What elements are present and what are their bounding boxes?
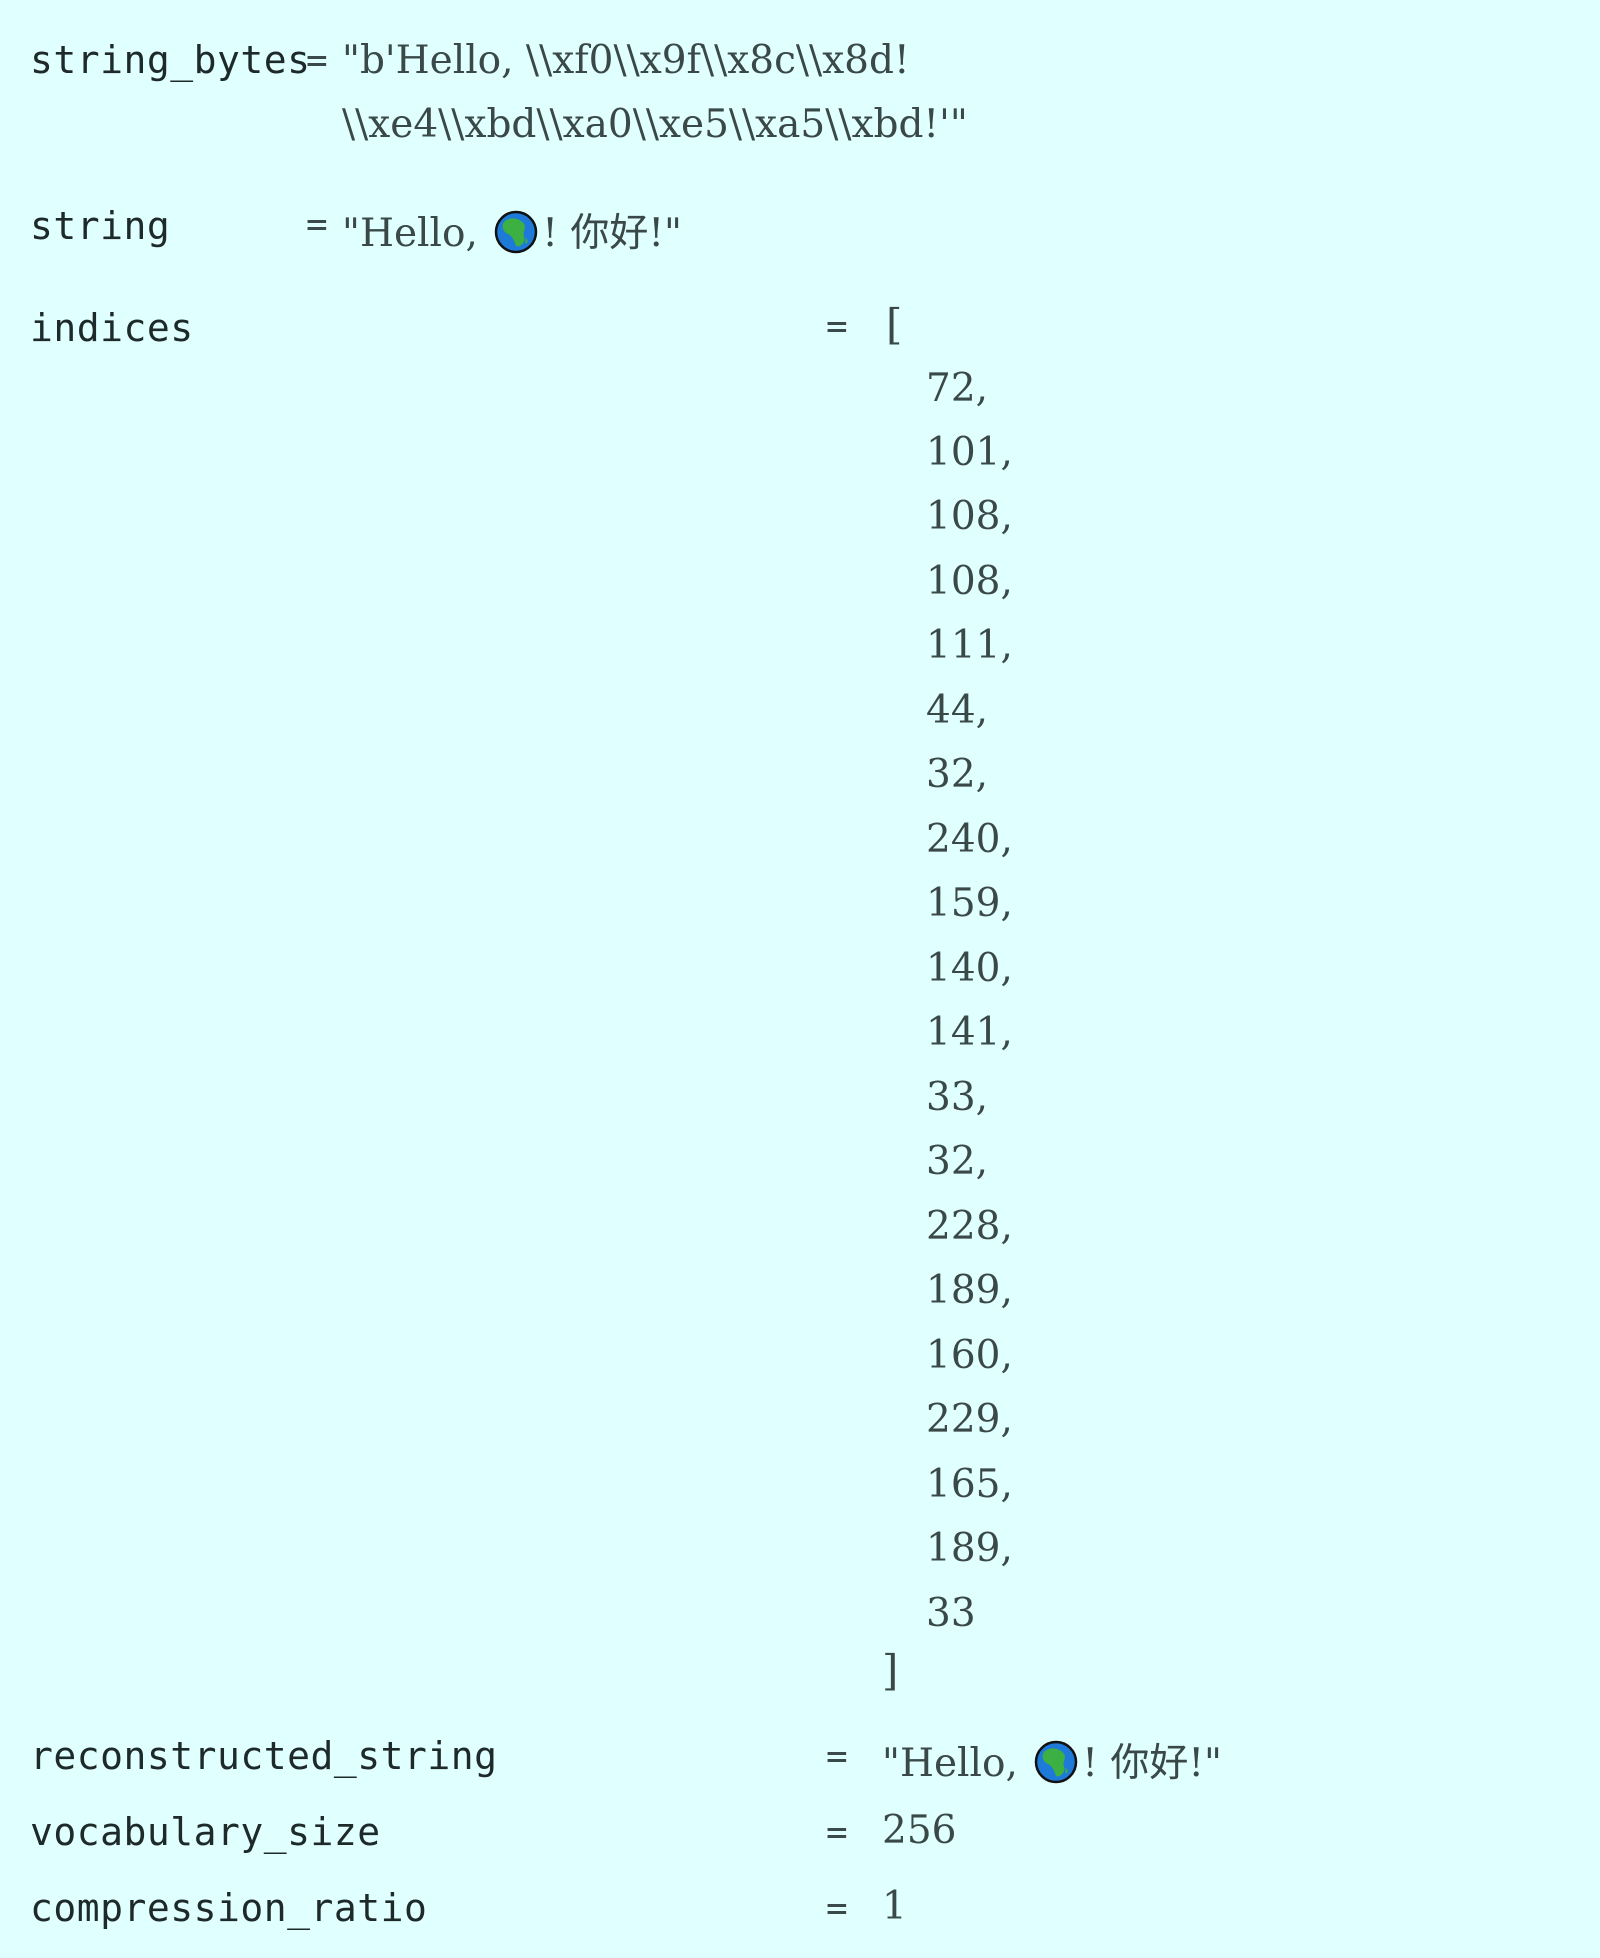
indices-item: 108, (926, 494, 1013, 539)
indices-item: 101, (926, 430, 1013, 475)
string-equals: = (306, 204, 328, 245)
globe-africa-icon (1035, 1740, 1078, 1784)
indices-item: 141, (926, 1010, 1013, 1055)
indices-item: 189, (926, 1268, 1013, 1313)
indices-close-bracket: ] (882, 1646, 899, 1695)
indices-item: 189, (926, 1526, 1013, 1571)
vocabulary-size-value: 256 (882, 1808, 957, 1853)
string-bytes-value-line1: "b'Hello, \\xf0\\x9f\\x8c\\x8d! (342, 38, 910, 83)
reconstructed-string-equals: = (826, 1736, 848, 1777)
indices-item: 159, (926, 881, 1013, 926)
indices-item: 32, (926, 1139, 989, 1184)
indices-item: 33 (926, 1591, 976, 1636)
indices-item: 165, (926, 1462, 1013, 1507)
indices-item: 111, (926, 623, 1013, 668)
vocabulary-size-label: vocabulary_size (30, 1810, 381, 1854)
indices-item: 32, (926, 752, 989, 797)
indices-item: 240, (926, 817, 1013, 862)
vocabulary-size-equals: = (826, 1812, 848, 1853)
string-bytes-equals: = (306, 40, 328, 81)
reconstructed-string-value-pre: "Hello, (882, 1741, 1031, 1786)
reconstructed-string-label: reconstructed_string (30, 1734, 498, 1778)
string-value-post: ! 你好!" (542, 211, 682, 256)
compression-ratio-value: 1 (882, 1884, 907, 1929)
reconstructed-string-value-post: ! 你好!" (1082, 1741, 1222, 1786)
string-value-pre: "Hello, (342, 211, 491, 256)
indices-item: 140, (926, 946, 1013, 991)
reconstructed-string-value: "Hello, ! 你好!" (882, 1732, 1222, 1788)
string-bytes-value-line2: \\xe4\\xbd\\xa0\\xe5\\xa5\\xbd!'" (342, 102, 968, 147)
string-label: string (30, 204, 171, 248)
string-value: "Hello, ! 你好!" (342, 202, 682, 258)
indices-item: 108, (926, 559, 1013, 604)
indices-open-bracket: [ (886, 300, 903, 349)
indices-item: 160, (926, 1333, 1013, 1378)
string-bytes-label: string_bytes (30, 38, 311, 82)
indices-item: 228, (926, 1204, 1013, 1249)
indices-item: 44, (926, 688, 989, 733)
compression-ratio-label: compression_ratio (30, 1886, 428, 1930)
globe-africa-icon (495, 210, 538, 254)
indices-item: 229, (926, 1397, 1013, 1442)
indices-item: 33, (926, 1075, 989, 1120)
indices-label: indices (30, 306, 194, 350)
indices-equals: = (826, 306, 848, 347)
compression-ratio-equals: = (826, 1888, 848, 1929)
indices-item: 72, (926, 366, 989, 411)
